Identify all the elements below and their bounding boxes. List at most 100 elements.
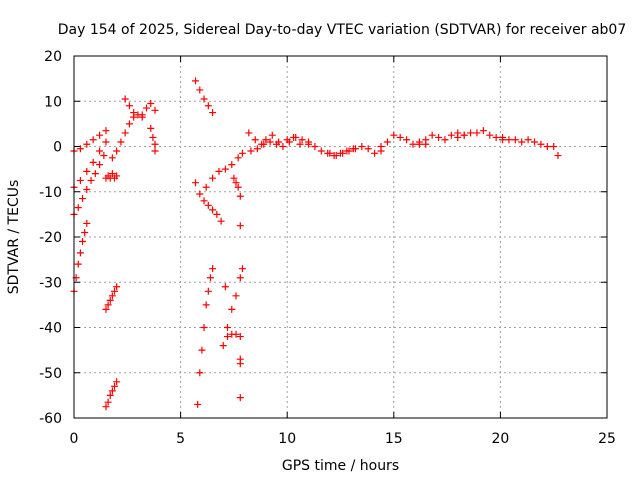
series-arc-za <box>499 133 562 160</box>
data-point <box>403 136 411 144</box>
data-point <box>221 165 229 173</box>
data-point <box>102 138 110 146</box>
data-point <box>108 154 116 162</box>
data-point <box>268 131 276 139</box>
series-arc-p <box>219 265 246 350</box>
data-point <box>202 183 210 191</box>
data-point <box>292 133 300 141</box>
series-arc-q <box>224 330 244 341</box>
data-point <box>479 127 487 135</box>
data-point <box>524 136 532 144</box>
data-point <box>415 140 423 148</box>
data-point <box>89 158 97 166</box>
data-point <box>224 324 232 331</box>
data-points <box>70 77 562 411</box>
series-arc-a <box>70 127 110 155</box>
data-point <box>102 127 110 135</box>
y-tick-label: -60 <box>39 411 62 427</box>
series-arc-m <box>192 179 225 225</box>
data-point <box>76 249 84 257</box>
y-tick-label: -30 <box>39 275 62 291</box>
data-point <box>76 176 84 184</box>
series-arc-e <box>102 283 121 313</box>
data-point <box>194 400 202 408</box>
data-point <box>91 170 99 178</box>
x-tick-label: 0 <box>70 431 79 447</box>
data-point <box>454 133 462 141</box>
data-point <box>204 287 212 295</box>
series-arc-d <box>70 219 91 295</box>
data-point <box>102 305 110 313</box>
data-point <box>537 140 545 148</box>
data-point <box>279 143 287 150</box>
data-point <box>238 149 246 157</box>
chart-title: Day 154 of 2025, Sidereal Day-to-day VTE… <box>58 22 627 38</box>
data-point <box>113 378 121 386</box>
data-point <box>371 149 379 157</box>
x-tick-label: 10 <box>278 431 296 447</box>
data-point <box>247 147 255 155</box>
data-point <box>326 149 334 157</box>
data-point <box>460 131 468 139</box>
series-arc-r <box>221 222 244 402</box>
series-arc-n <box>202 149 246 191</box>
data-point <box>266 138 274 146</box>
data-point <box>202 301 210 309</box>
data-point <box>106 391 114 399</box>
data-point <box>151 147 159 155</box>
data-point <box>236 222 244 230</box>
data-point <box>339 149 347 157</box>
data-point <box>83 167 91 175</box>
x-tick-label: 15 <box>385 431 403 447</box>
data-point <box>428 131 436 139</box>
data-point <box>441 136 449 144</box>
data-point <box>260 140 268 148</box>
data-point <box>217 217 225 225</box>
x-axis-label: GPS time / hours <box>282 458 399 474</box>
data-point <box>149 133 157 141</box>
data-point <box>83 140 91 148</box>
data-point <box>396 133 404 141</box>
data-point <box>151 140 159 148</box>
data-point <box>317 147 325 155</box>
series-arc-c <box>70 152 108 218</box>
data-point <box>236 333 244 341</box>
data-point <box>209 174 217 182</box>
data-point <box>102 403 110 411</box>
data-point <box>111 382 119 390</box>
data-point <box>390 131 398 139</box>
data-point <box>213 210 221 218</box>
data-point <box>108 292 116 300</box>
data-point <box>486 131 494 139</box>
data-point <box>204 102 212 110</box>
axis-ticks: 0 5 10 15 20 25 -60 -50 -40 -30 -20 -10 0 10 20 <box>39 49 616 447</box>
series-arc-j <box>138 100 159 119</box>
data-point <box>377 143 385 150</box>
data-point <box>221 283 229 291</box>
data-point <box>130 109 138 117</box>
data-point <box>236 394 244 402</box>
y-tick-label: -50 <box>39 366 62 382</box>
data-point <box>74 260 82 268</box>
data-point <box>232 330 240 338</box>
data-point <box>89 136 97 144</box>
data-point <box>121 95 129 103</box>
data-point <box>383 138 391 146</box>
data-point <box>76 145 84 153</box>
data-point <box>117 138 125 146</box>
data-point <box>447 131 455 139</box>
data-point <box>81 228 89 236</box>
series-arc-o <box>194 265 217 408</box>
data-point <box>100 152 108 160</box>
data-point <box>111 287 119 295</box>
y-tick-label: 10 <box>44 94 62 110</box>
x-tick-label: 20 <box>491 431 509 447</box>
data-point <box>296 140 304 148</box>
data-point <box>113 283 121 291</box>
data-point <box>200 324 208 331</box>
data-point <box>228 161 236 169</box>
data-point <box>209 206 217 214</box>
series-arc-y <box>415 129 468 148</box>
data-point <box>409 140 417 148</box>
